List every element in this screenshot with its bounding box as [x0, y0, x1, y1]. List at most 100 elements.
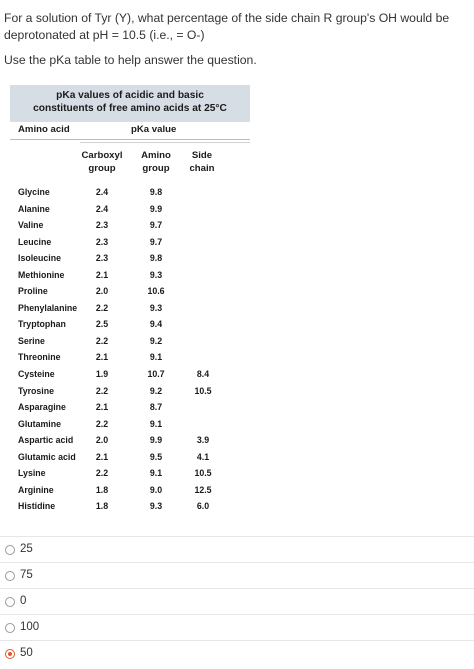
carboxyl-pka: 2.1	[95, 269, 109, 280]
amino-pka: 10.7	[147, 369, 165, 380]
radio-selected-icon[interactable]	[5, 649, 15, 659]
table-row: Methionine 2.1 9.3	[10, 268, 250, 285]
amino-pka: 9.2	[149, 335, 163, 346]
amino-acid-name: Histidine	[18, 501, 56, 512]
amino-pka: 9.8	[149, 187, 163, 197]
amino-pka: 9.9	[149, 203, 163, 214]
subheader-side-line1: Side	[191, 150, 213, 161]
carboxyl-pka: 2.3	[95, 253, 109, 264]
radio-unselected-icon[interactable]	[5, 545, 15, 555]
carboxyl-pka: 2.2	[95, 468, 109, 479]
carboxyl-pka: 2.4	[95, 203, 109, 214]
side-chain-pka: 4.1	[196, 451, 210, 462]
amino-acid-name: Alanine	[18, 203, 50, 214]
carboxyl-pka: 2.3	[95, 220, 109, 231]
subheader-amino: Amino group	[130, 149, 182, 175]
table-row: Leucine 2.3 9.7	[10, 235, 250, 252]
amino-acid-name: Isoleucine	[18, 253, 62, 264]
amino-pka: 9.1	[149, 418, 163, 429]
side-chain-pka: 6.0	[196, 501, 210, 512]
carboxyl-pka: 2.2	[95, 335, 109, 346]
carboxyl-pka: 1.8	[95, 501, 109, 512]
amino-pka: 9.3	[149, 302, 163, 313]
carboxyl-pka: 1.9	[95, 369, 109, 380]
amino-acid-name: Glutamic acid	[18, 451, 76, 462]
column-header-pka: pKa value	[131, 124, 177, 135]
answer-choice-25[interactable]: 25	[0, 536, 474, 562]
table-row: Tryptophan 2.5 9.4	[10, 317, 250, 334]
table-row: Lysine 2.2 9.1 10.5	[10, 466, 250, 483]
amino-pka: 9.1	[149, 352, 163, 363]
table-row: Threonine 2.1 9.1	[10, 350, 250, 367]
carboxyl-pka: 2.2	[95, 385, 109, 396]
radio-unselected-icon[interactable]	[5, 597, 15, 607]
amino-acid-name: Tyrosine	[18, 385, 55, 396]
carboxyl-pka: 2.2	[95, 302, 109, 313]
subheader-side-chain: Side chain	[176, 149, 228, 175]
amino-pka: 9.9	[149, 435, 163, 446]
table-row: Valine 2.3 9.7	[10, 218, 250, 235]
amino-acid-name: Leucine	[18, 236, 52, 247]
side-chain-pka: 8.4	[196, 369, 210, 380]
table-row: Glycine 2.4 9.8	[10, 185, 250, 202]
radio-unselected-icon[interactable]	[5, 571, 15, 581]
answer-choice-label: 100	[20, 621, 40, 633]
amino-acid-name: Serine	[18, 335, 45, 346]
answer-choice-75[interactable]: 75	[0, 562, 474, 588]
amino-pka: 9.7	[149, 220, 163, 231]
amino-pka: 9.0	[149, 484, 163, 495]
table-title: pKa values of acidic and basic constitue…	[10, 85, 250, 122]
amino-acid-name: Methionine	[18, 269, 65, 280]
amino-pka: 10.6	[147, 286, 165, 297]
amino-pka: 9.7	[149, 236, 163, 247]
table-row: Serine 2.2 9.2	[10, 334, 250, 351]
answer-choices: 25 75 0 100 50	[0, 536, 474, 666]
table-row: Proline 2.0 10.6	[10, 284, 250, 301]
side-chain-pka: 3.9	[196, 435, 210, 446]
side-chain-pka: 10.5	[194, 385, 212, 396]
side-chain-pka: 12.5	[194, 484, 212, 495]
subheader-carboxyl-line2: group	[88, 163, 116, 174]
side-chain-pka: 10.5	[194, 468, 212, 479]
subheader-carboxyl: Carboxyl group	[76, 149, 128, 175]
answer-choice-0[interactable]: 0	[0, 588, 474, 614]
carboxyl-pka: 2.1	[95, 402, 109, 413]
subheader-amino-line1: Amino	[141, 150, 171, 161]
amino-acid-name: Glutamine	[18, 418, 62, 429]
table-row: Asparagine 2.1 8.7	[10, 400, 250, 417]
table-row: Glutamic acid 2.1 9.5 4.1	[10, 450, 250, 467]
amino-pka: 9.1	[149, 468, 163, 479]
carboxyl-pka: 2.3	[95, 236, 109, 247]
amino-acid-name: Arginine	[18, 484, 54, 495]
amino-acid-name: Lysine	[18, 468, 46, 479]
answer-choice-50[interactable]: 50	[0, 640, 474, 666]
table-row: Glutamine 2.2 9.1	[10, 417, 250, 434]
table-row: Isoleucine 2.3 9.8	[10, 251, 250, 268]
amino-acid-name: Cysteine	[18, 369, 55, 380]
subheader-divider	[80, 142, 250, 143]
question-hint: Use the pKa table to help answer the que…	[4, 53, 257, 67]
question-text: For a solution of Tyr (Y), what percenta…	[4, 11, 450, 42]
amino-acid-name: Asparagine	[18, 402, 66, 413]
amino-pka: 9.5	[149, 451, 163, 462]
amino-pka: 9.2	[149, 385, 163, 396]
table-row: Aspartic acid 2.0 9.9 3.9	[10, 433, 250, 450]
radio-unselected-icon[interactable]	[5, 623, 15, 633]
table-row: Arginine 1.8 9.0 12.5	[10, 483, 250, 500]
table-row: Cysteine 1.9 10.7 8.4	[10, 367, 250, 384]
answer-choice-100[interactable]: 100	[0, 614, 474, 640]
header-divider	[10, 139, 250, 140]
subheader-carboxyl-line1: Carboxyl	[81, 150, 123, 161]
amino-acid-name: Proline	[18, 286, 48, 297]
carboxyl-pka: 2.1	[95, 451, 109, 462]
table-row: Histidine 1.8 9.3 6.0	[10, 499, 250, 516]
amino-acid-name: Tryptophan	[18, 319, 66, 330]
answer-choice-label: 0	[20, 595, 27, 607]
pka-table-image: pKa values of acidic and basic constitue…	[10, 82, 252, 522]
amino-acid-name: Valine	[18, 220, 44, 231]
amino-acid-name: Threonine	[18, 352, 61, 363]
table-title-line1: pKa values of acidic and basic	[56, 90, 204, 101]
amino-pka: 9.8	[149, 253, 163, 264]
amino-pka: 8.7	[149, 402, 163, 413]
column-header-amino-acid: Amino acid	[18, 124, 70, 135]
